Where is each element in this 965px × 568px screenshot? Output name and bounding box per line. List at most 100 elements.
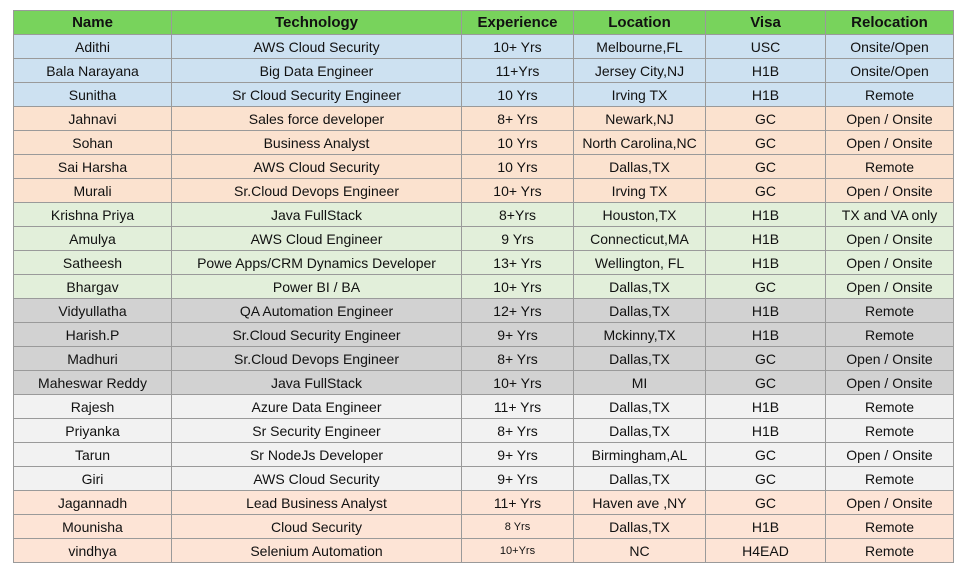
table-cell: Business Analyst [171, 130, 462, 155]
table-row: Bhargav Power BI / BA 10+ Yrs Dallas,TX GC Op… [13, 274, 954, 299]
table-cell: Open / Onsite [825, 130, 954, 155]
table-cell: Jagannadh [13, 490, 172, 515]
table-cell: Power BI / BA [171, 274, 462, 299]
table-row: Jahnavi Sales force developer 8+ Yrs Newark… [13, 106, 954, 131]
table-cell: Irving TX [573, 82, 706, 107]
table-cell: GC [705, 178, 826, 203]
table-cell: QA Automation Engineer [171, 298, 462, 323]
table-cell: USC [705, 34, 826, 59]
table-cell: H1B [705, 514, 826, 539]
table-cell: Open / Onsite [825, 442, 954, 467]
table-row: Rajesh Azure Data Engineer 11+ Yrs Dallas,T… [13, 394, 954, 419]
table-row: Harish.P Sr.Cloud Security Engineer 9+ Yrs… [13, 322, 954, 347]
table-cell: H1B [705, 82, 826, 107]
table-cell: Birmingham,AL [573, 442, 706, 467]
table-cell: Giri [13, 466, 172, 491]
table-cell: 9+ Yrs [461, 466, 574, 491]
table-cell: Onsite/Open [825, 58, 954, 83]
table-cell: 8 Yrs [461, 514, 574, 539]
column-header: Name [13, 10, 172, 35]
table-cell: H1B [705, 202, 826, 227]
table-row: Giri AWS Cloud Security 9+ Yrs Dallas,TX GC R… [13, 466, 954, 491]
table-cell: Dallas,TX [573, 514, 706, 539]
table-cell: Adithi [13, 34, 172, 59]
table-row: Tarun Sr NodeJs Developer 9+ Yrs Birmingham… [13, 442, 954, 467]
table-cell: Dallas,TX [573, 466, 706, 491]
table-row: Sai Harsha AWS Cloud Security 10 Yrs Dallas… [13, 154, 954, 179]
table-cell: Java FullStack [171, 202, 462, 227]
table-cell: Maheswar Reddy [13, 370, 172, 395]
table-cell: Irving TX [573, 178, 706, 203]
table-cell: Jahnavi [13, 106, 172, 131]
table-cell: Open / Onsite [825, 226, 954, 251]
table-cell: Satheesh [13, 250, 172, 275]
table-cell: 10+ Yrs [461, 34, 574, 59]
table-cell: 10+Yrs [461, 538, 574, 563]
table-cell: 11+Yrs [461, 58, 574, 83]
table-cell: 9+ Yrs [461, 442, 574, 467]
table-cell: Dallas,TX [573, 154, 706, 179]
table-cell: H1B [705, 322, 826, 347]
table-cell: Remote [825, 322, 954, 347]
table-cell: Vidyullatha [13, 298, 172, 323]
table-cell: GC [705, 130, 826, 155]
table-cell: GC [705, 346, 826, 371]
table-cell: H4EAD [705, 538, 826, 563]
table-row: vindhya Selenium Automation 10+Yrs NC H4EAD R… [13, 538, 954, 563]
table-cell: GC [705, 106, 826, 131]
table-cell: Bala Narayana [13, 58, 172, 83]
table-cell: Harish.P [13, 322, 172, 347]
table-row: Krishna Priya Java FullStack 8+Yrs Houston,… [13, 202, 954, 227]
column-header: Relocation [825, 10, 954, 35]
table-row: Adithi AWS Cloud Security 10+ Yrs Melbourne… [13, 34, 954, 59]
table-cell: Lead Business Analyst [171, 490, 462, 515]
table-cell: Murali [13, 178, 172, 203]
table-cell: Sr.Cloud Devops Engineer [171, 178, 462, 203]
table-row: Murali Sr.Cloud Devops Engineer 10+ Yrs Irv… [13, 178, 954, 203]
table-cell: Connecticut,MA [573, 226, 706, 251]
table-cell: Open / Onsite [825, 274, 954, 299]
table-row: Madhuri Sr.Cloud Devops Engineer 8+ Yrs Dal… [13, 346, 954, 371]
table-cell: Remote [825, 298, 954, 323]
table-cell: Dallas,TX [573, 346, 706, 371]
table-cell: Sunitha [13, 82, 172, 107]
table-cell: Open / Onsite [825, 178, 954, 203]
table-cell: North Carolina,NC [573, 130, 706, 155]
table-cell: H1B [705, 58, 826, 83]
table-cell: H1B [705, 226, 826, 251]
table-cell: H1B [705, 418, 826, 443]
table-cell: AWS Cloud Security [171, 154, 462, 179]
table-cell: Onsite/Open [825, 34, 954, 59]
table-cell: Open / Onsite [825, 370, 954, 395]
table-row: Vidyullatha QA Automation Engineer 12+ Yrs… [13, 298, 954, 323]
table-container: Name Technology Experience Location Visa Relo… [13, 10, 954, 563]
table-cell: 8+ Yrs [461, 346, 574, 371]
table-cell: 8+Yrs [461, 202, 574, 227]
table-cell: Dallas,TX [573, 394, 706, 419]
table-cell: Sr Cloud Security Engineer [171, 82, 462, 107]
table-cell: 8+ Yrs [461, 418, 574, 443]
table-cell: 11+ Yrs [461, 490, 574, 515]
table-cell: GC [705, 466, 826, 491]
table-cell: AWS Cloud Security [171, 466, 462, 491]
table-cell: Remote [825, 466, 954, 491]
table-cell: Remote [825, 538, 954, 563]
table-row: Sohan Business Analyst 10 Yrs North Carolin… [13, 130, 954, 155]
table-row: Maheswar Reddy Java FullStack 10+ Yrs MI GC O… [13, 370, 954, 395]
column-header: Visa [705, 10, 826, 35]
table-cell: Powe Apps/CRM Dynamics Developer [171, 250, 462, 275]
table-cell: Sales force developer [171, 106, 462, 131]
table-cell: GC [705, 274, 826, 299]
table-row: Priyanka Sr Security Engineer 8+ Yrs Dallas… [13, 418, 954, 443]
table-cell: Priyanka [13, 418, 172, 443]
table-cell: AWS Cloud Security [171, 34, 462, 59]
table-cell: Tarun [13, 442, 172, 467]
table-cell: Open / Onsite [825, 250, 954, 275]
table-cell: Remote [825, 154, 954, 179]
table-cell: Jersey City,NJ [573, 58, 706, 83]
table-cell: Sr Security Engineer [171, 418, 462, 443]
table-cell: Madhuri [13, 346, 172, 371]
table-cell: Azure Data Engineer [171, 394, 462, 419]
table-cell: Java FullStack [171, 370, 462, 395]
